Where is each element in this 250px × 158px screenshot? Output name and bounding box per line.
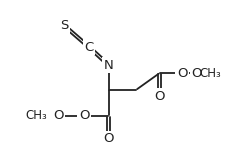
Text: CH₃: CH₃: [26, 109, 48, 122]
Text: O: O: [79, 109, 90, 122]
Text: N: N: [104, 59, 114, 72]
Text: S: S: [60, 19, 69, 32]
Text: O: O: [154, 90, 164, 103]
Text: O: O: [177, 67, 188, 80]
Text: CH₃: CH₃: [199, 67, 221, 80]
Text: C: C: [84, 41, 94, 54]
Text: O: O: [192, 67, 202, 80]
Text: O: O: [104, 132, 114, 145]
Text: O: O: [53, 109, 63, 122]
